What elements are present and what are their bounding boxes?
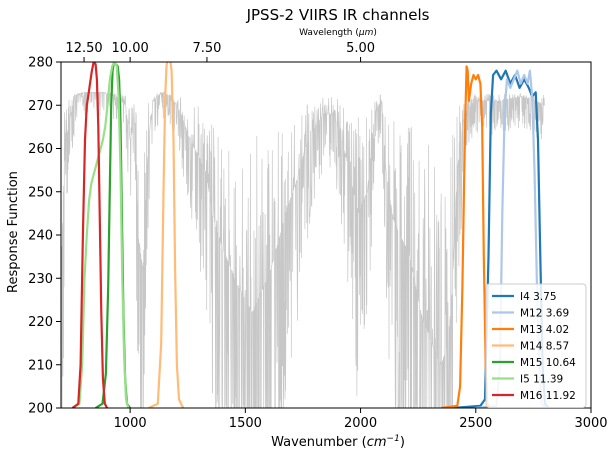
top-tick-label: 7.50 [192,41,221,56]
top-axis-ticks: 12.50 10.00 7.50 5.00 [65,41,375,62]
legend-entry: M16 11.92 [520,390,576,402]
x-tick-label: 3000 [574,416,607,431]
legend-box [485,283,587,408]
y-tick-label: 210 [28,358,53,373]
y-tick-label: 280 [28,56,53,71]
x-tick-label: 1500 [229,416,262,431]
top-axis-label: Wavelength (μm) [299,28,377,38]
legend-entry: M12 3.69 [520,308,569,320]
legend-entry: M13 4.02 [520,324,569,336]
y-tick-label: 230 [28,272,53,287]
series-line-i5 [71,62,130,408]
series-layer [71,62,550,408]
background-spectrum [61,91,546,408]
y-tick-label: 220 [28,315,53,330]
y-tick-label: 240 [28,229,53,244]
series-line-m14 [148,62,185,408]
y-axis-ticks: 200 210 220 230 240 250 260 270 280 [28,56,61,417]
y-tick-label: 250 [28,185,53,200]
y-tick-label: 270 [28,99,53,114]
y-tick-label: 200 [28,402,53,417]
y-axis-label: Response Function [6,171,21,293]
x-axis-ticks: 1000 1500 2000 2500 3000 [114,408,608,431]
y-tick-label: 260 [28,142,53,157]
background-spectrum-line [61,91,546,408]
x-tick-label: 2000 [344,416,377,431]
legend-entry: M15 10.64 [520,357,576,369]
chart-title: JPSS-2 VIIRS IR channels [246,6,430,24]
x-tick-label: 2500 [459,416,492,431]
legend: I4 3.75 M12 3.69 M13 4.02 M14 8.57 M15 10.64… [485,283,587,408]
legend-entry: M14 8.57 [520,341,569,353]
legend-entry: I4 3.75 [520,291,557,303]
series-line-m12 [475,69,546,408]
x-axis-label: Wavenumber (cm−1) [271,434,405,450]
top-tick-label: 12.50 [65,41,102,56]
top-tick-label: 10.00 [112,41,149,56]
top-tick-label: 5.00 [346,41,375,56]
series-line-m16 [71,62,109,408]
x-tick-label: 1000 [114,416,147,431]
series-line-m13 [441,65,491,408]
legend-entry: I5 11.39 [520,374,563,386]
